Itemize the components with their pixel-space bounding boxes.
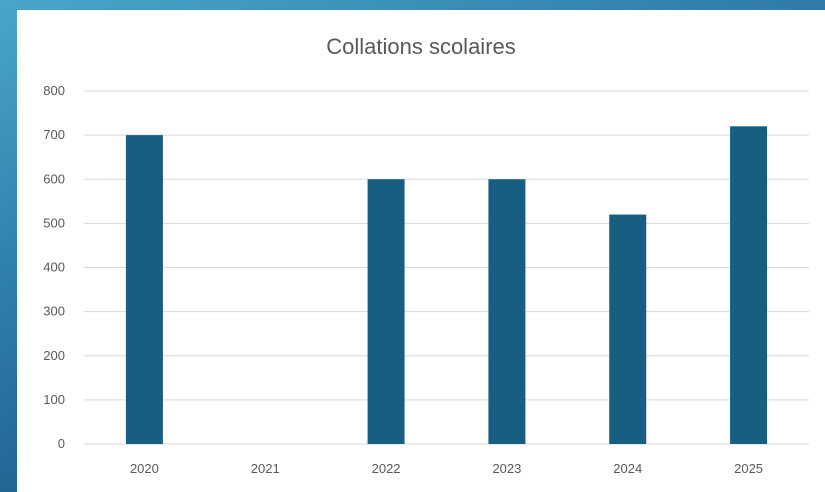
x-tick-label: 2020 <box>130 461 159 476</box>
y-tick-label: 0 <box>58 436 65 451</box>
y-tick-label: 600 <box>43 171 65 186</box>
x-tick-label: 2023 <box>492 461 521 476</box>
bar-2020 <box>125 135 163 444</box>
bar-2025 <box>730 126 768 445</box>
y-tick-label: 100 <box>43 392 65 407</box>
bar-chart: 0 100 200 300 400 500 600 700 800 2020 2021 2022 202… <box>43 83 809 476</box>
y-tick-label: 200 <box>43 348 65 363</box>
chart-card: Collations scolaires 0 100 200 300 400 500 600… <box>17 10 825 492</box>
x-tick-label: 2021 <box>251 461 280 476</box>
y-tick-label: 800 <box>43 83 65 98</box>
x-tick-label: 2024 <box>613 461 642 476</box>
bar-2024 <box>609 214 647 444</box>
y-tick-label: 300 <box>43 304 65 319</box>
x-tick-label: 2025 <box>734 461 763 476</box>
y-tick-label: 700 <box>43 127 65 142</box>
bar-2023 <box>488 179 526 444</box>
bar-2022 <box>367 179 405 444</box>
y-tick-label: 500 <box>43 215 65 230</box>
y-tick-label: 400 <box>43 260 65 275</box>
x-tick-label: 2022 <box>372 461 401 476</box>
chart-title: Collations scolaires <box>326 34 516 59</box>
